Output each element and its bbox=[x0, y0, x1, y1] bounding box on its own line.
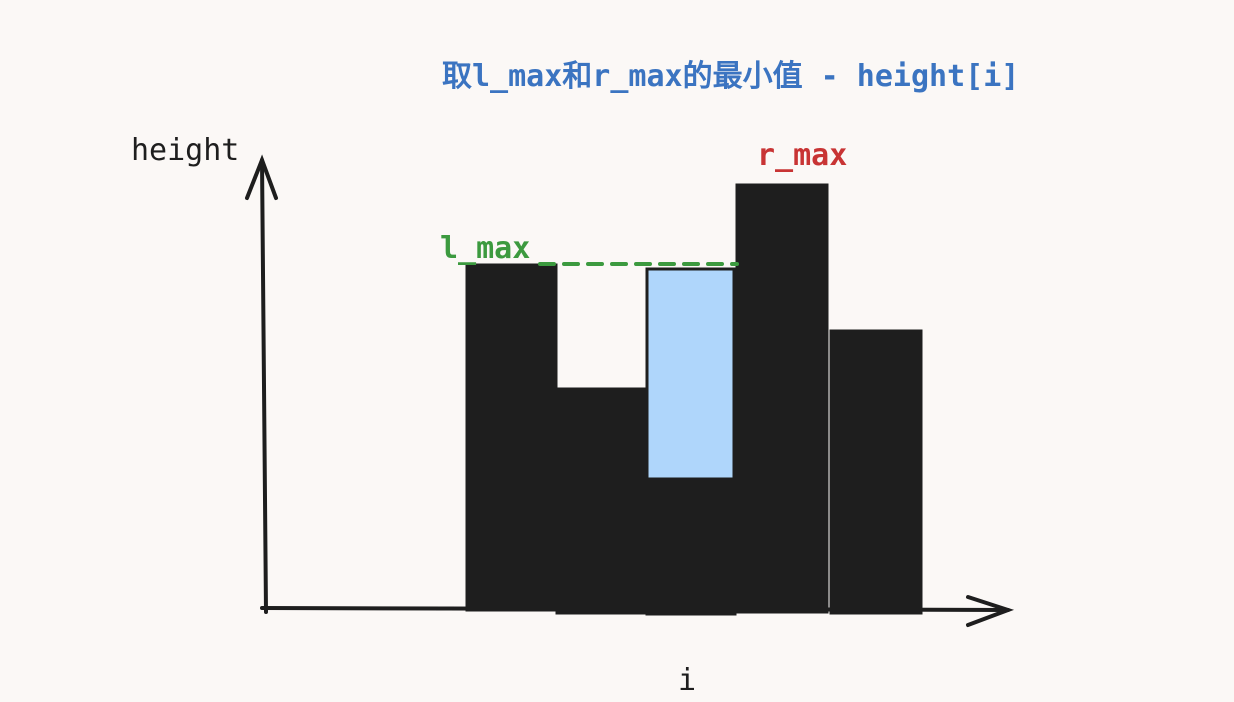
bar-4 bbox=[735, 183, 829, 614]
x-axis-label: i bbox=[678, 663, 696, 698]
bar-1 bbox=[465, 263, 558, 612]
l-max-label: l_max bbox=[440, 231, 530, 266]
bars bbox=[465, 183, 923, 616]
bar-3 bbox=[645, 479, 737, 616]
y-axis bbox=[245, 154, 278, 614]
diagram-title: 取l_max和r_max的最小值 - height[i] bbox=[442, 59, 1019, 94]
water-cell bbox=[645, 267, 736, 481]
r-max-label: r_max bbox=[757, 138, 847, 173]
y-axis-arrowhead bbox=[245, 154, 278, 200]
y-axis-label: height bbox=[131, 133, 239, 168]
bar-2 bbox=[555, 387, 647, 615]
bar-5 bbox=[829, 329, 923, 615]
x-axis-arrowhead bbox=[966, 595, 1015, 627]
